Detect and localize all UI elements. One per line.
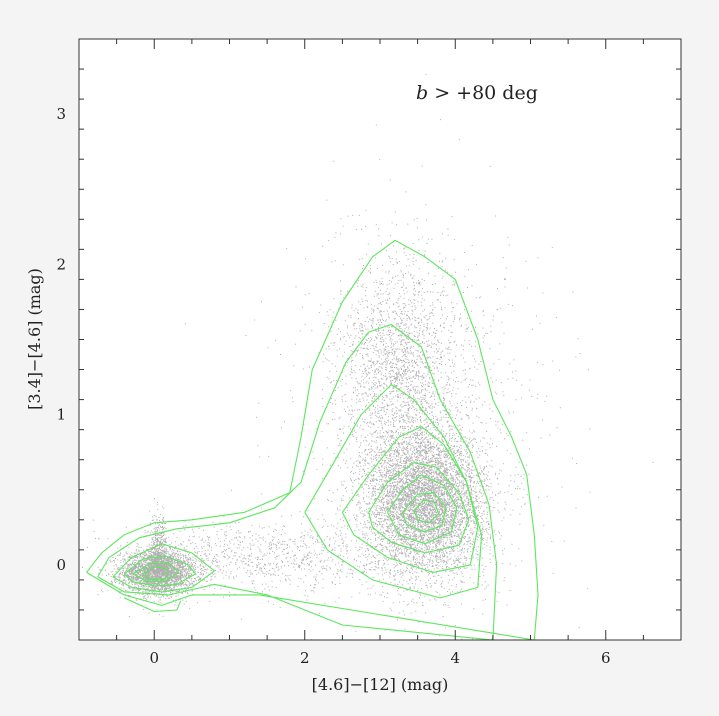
contour-line-2 [97,323,498,640]
y-tick-label: 1 [56,406,66,424]
contour-line-1 [86,239,539,640]
x-tick-label: 0 [149,649,159,667]
density-contours [86,239,539,640]
x-axis-label: [4.6]−[12] (mag) [312,675,449,694]
plot-frame [78,38,682,641]
annotation-variable: b [416,82,428,104]
contour-line-10 [123,555,197,587]
axis-ticks [78,38,682,641]
y-tick-labels: 0 1 2 3 [56,105,66,574]
y-tick-label: 2 [56,255,66,273]
y-tick-label: 3 [56,105,66,123]
x-tick-labels: 0 2 4 6 [149,649,610,667]
contour-line-5 [368,462,470,554]
contour-line-8 [413,499,440,524]
contour-line-9 [112,543,216,593]
contour-line-6 [387,474,458,545]
contour-line-11 [132,562,179,582]
contour-line-12 [142,565,169,581]
contour-line-13 [123,597,182,613]
plot-area-background [79,39,681,640]
contour-line-7 [402,492,447,533]
x-tick-label: 6 [601,649,611,667]
latitude-annotation: b > +80 deg [416,82,538,104]
y-axis-label: [3.4]−[4.6] (mag) [25,268,44,410]
x-tick-label: 4 [450,649,460,667]
contour-line-4 [341,426,479,573]
x-tick-label: 2 [300,649,310,667]
annotation-text: > +80 deg [428,82,538,104]
y-tick-label: 0 [56,556,66,574]
